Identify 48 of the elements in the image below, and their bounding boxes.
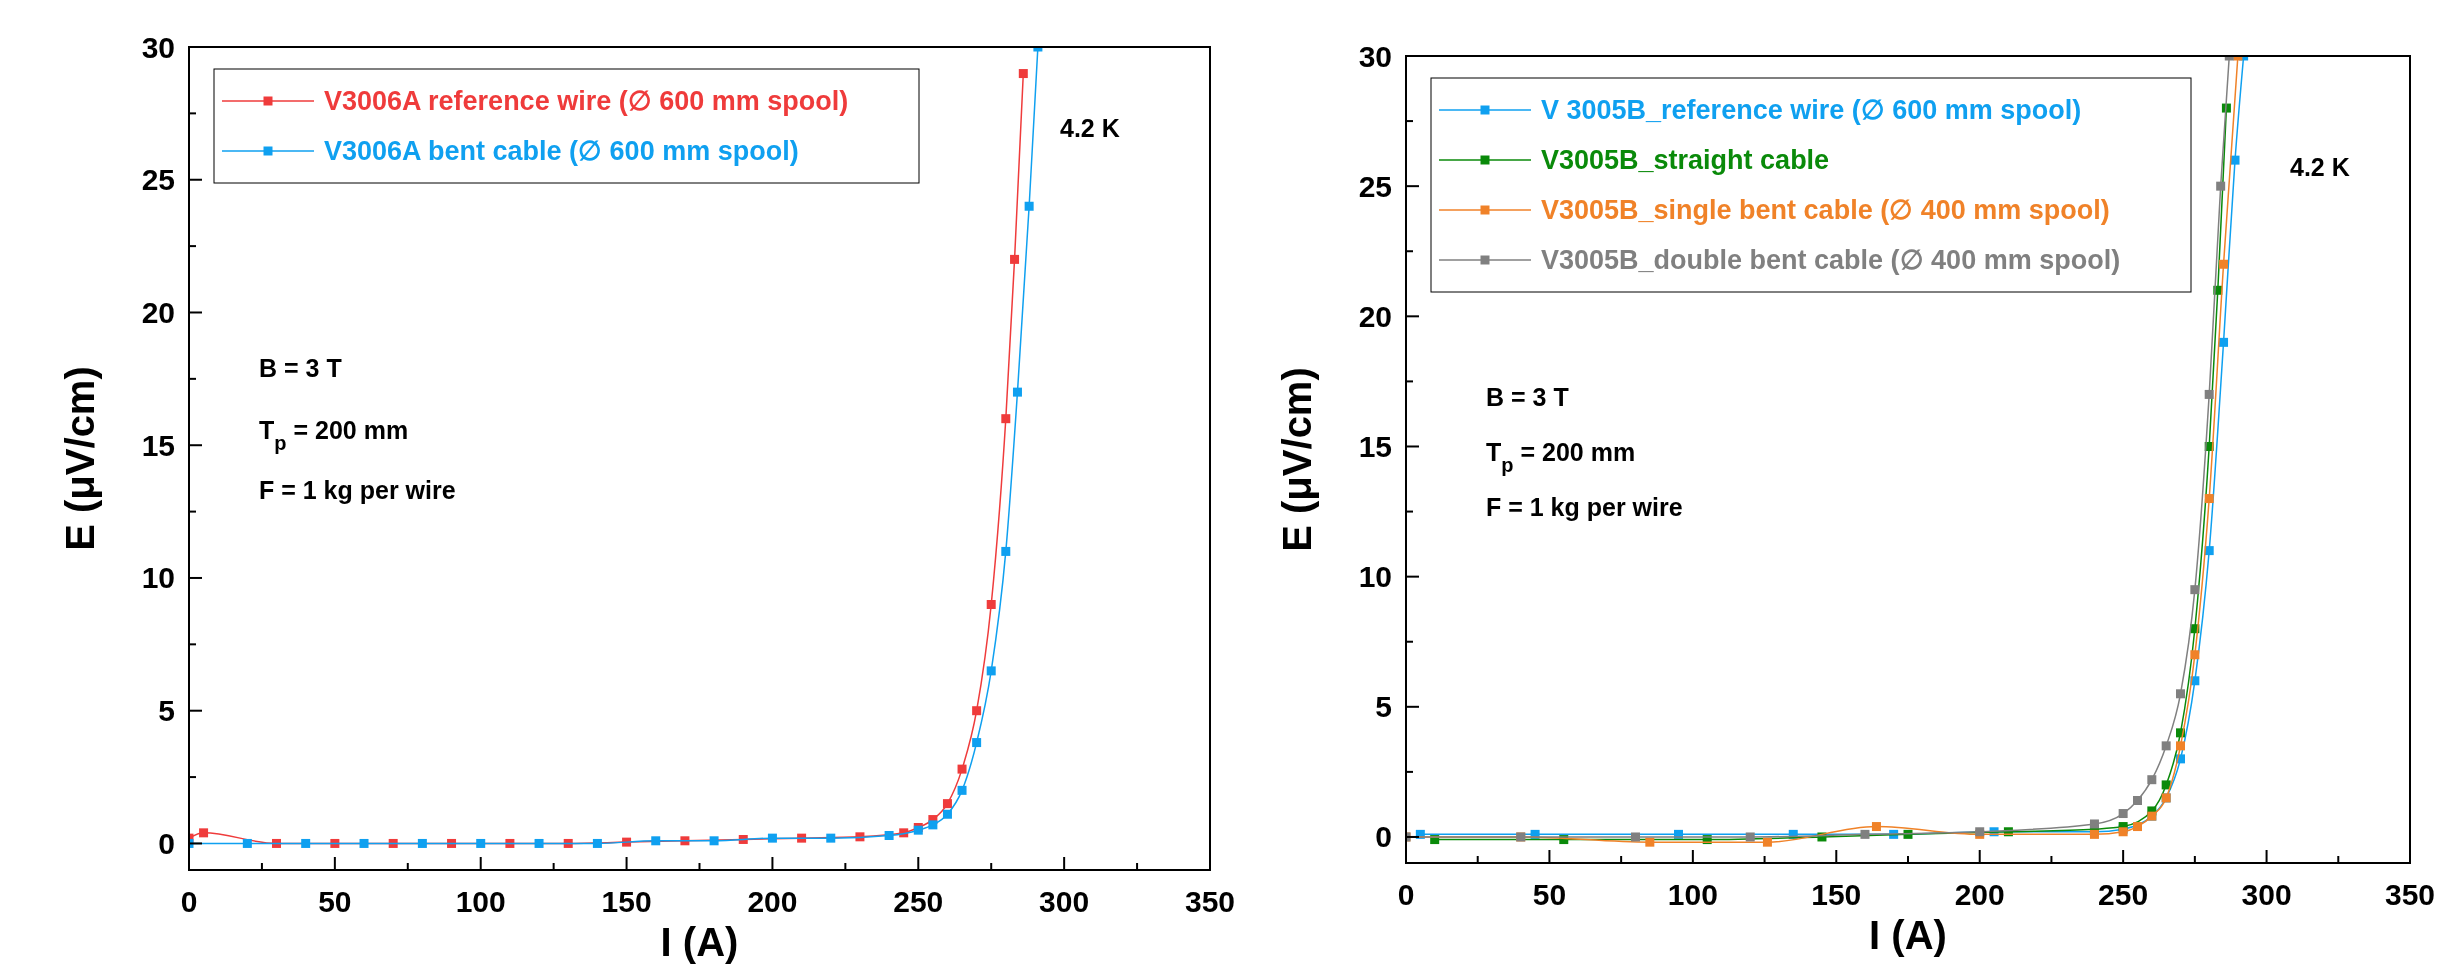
- annotation: 4.2 K: [2290, 153, 2350, 181]
- y-tick-label: 25: [1358, 169, 1392, 203]
- x-tick-label: 50: [318, 885, 352, 918]
- legend-label: V3005B_double bent cable (∅ 400 mm spool): [1541, 245, 2121, 276]
- y-tick-label: 20: [141, 295, 175, 329]
- x-tick-label: 300: [1039, 885, 1090, 918]
- annotation: T$_{p}$ = 200 mm: [1486, 438, 1636, 476]
- x-tick-label: 150: [601, 885, 652, 918]
- y-tick-label: 15: [1358, 429, 1392, 463]
- x-tick-label: 250: [2098, 878, 2149, 911]
- x-axis-title: I (A): [1869, 913, 1947, 957]
- legend-label: V3006A bent cable (∅ 600 mm spool): [324, 136, 799, 167]
- annotation: T$_{p}$ = 200 mm: [259, 416, 409, 454]
- x-tick-label: 250: [893, 885, 944, 918]
- y-tick-label: 0: [1375, 820, 1392, 854]
- y-tick-label: 10: [141, 561, 175, 595]
- annotation: B = 3 T: [259, 354, 342, 382]
- legend-label: V3005B_straight cable: [1541, 145, 1830, 176]
- y-tick-label: 30: [1358, 39, 1392, 73]
- legend-label: V3005B_single bent cable (∅ 400 mm spool): [1541, 195, 2110, 226]
- x-tick-label: 200: [1954, 878, 2005, 911]
- annotation: B = 3 T: [1486, 383, 1569, 411]
- annotation: F = 1 kg per wire: [259, 476, 456, 504]
- x-axis-title: I (A): [660, 920, 739, 964]
- x-tick-label: 350: [2384, 878, 2436, 911]
- x-tick-label: 200: [747, 885, 798, 918]
- x-tick-label: 100: [1667, 878, 1718, 911]
- x-tick-label: 0: [180, 885, 198, 918]
- x-tick-label: 0: [1397, 878, 1415, 911]
- legend-label: V 3005B_reference wire (∅ 600 mm spool): [1541, 95, 2082, 126]
- annotation: F = 1 kg per wire: [1486, 493, 1683, 521]
- y-axis-title: E (μV/cm): [58, 366, 102, 551]
- y-tick-label: 25: [141, 163, 175, 197]
- annotation: 4.2 K: [1060, 114, 1120, 142]
- y-tick-label: 15: [141, 428, 175, 462]
- y-tick-label: 10: [1358, 560, 1392, 594]
- y-tick-label: 0: [158, 826, 175, 860]
- y-tick-label: 5: [1375, 690, 1392, 724]
- y-tick-label: 5: [158, 694, 175, 728]
- y-axis-title: E (μV/cm): [1275, 367, 1319, 552]
- y-tick-label: 20: [1358, 299, 1392, 333]
- y-tick-label: 30: [141, 30, 175, 64]
- x-tick-label: 350: [1184, 885, 1236, 918]
- x-tick-label: 100: [455, 885, 506, 918]
- legend-label: V3006A reference wire (∅ 600 mm spool): [324, 86, 849, 117]
- x-tick-label: 50: [1532, 878, 1567, 911]
- x-tick-label: 150: [1811, 878, 1862, 911]
- x-tick-label: 300: [2241, 878, 2292, 911]
